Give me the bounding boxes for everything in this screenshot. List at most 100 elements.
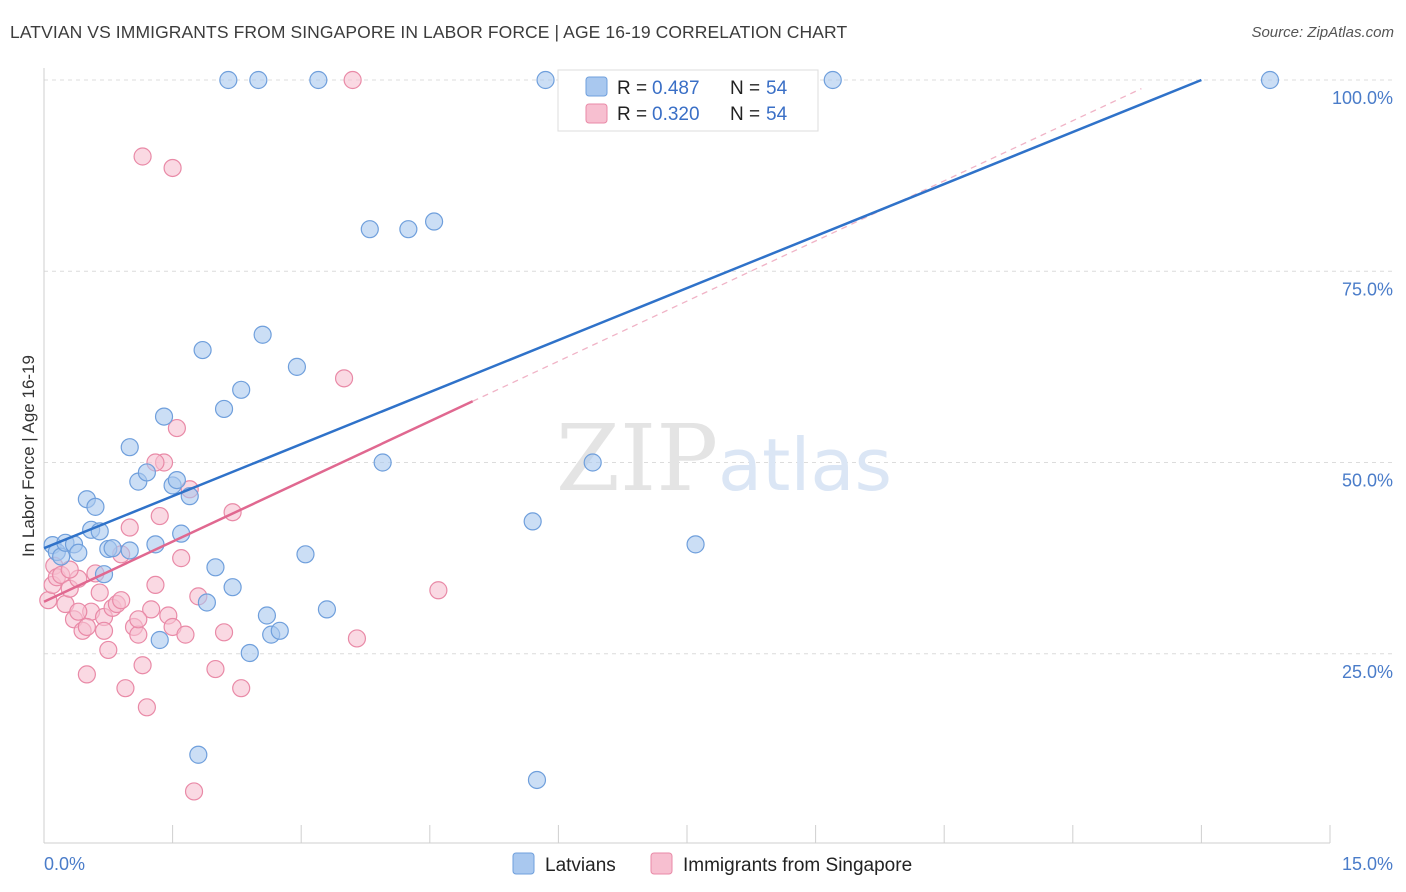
bottom-legend-swatch-latvians (512, 852, 535, 875)
data-point (60, 560, 79, 579)
trend-singapore-extension (472, 88, 1142, 402)
data-point (103, 539, 122, 558)
data-point (94, 621, 114, 640)
gridlines (44, 79, 1393, 655)
data-point (163, 158, 182, 178)
data-point (223, 578, 242, 597)
data-point (172, 549, 191, 568)
y-tick-labels: 25.0% 50.0% 75.0% 100.0% (1332, 88, 1393, 682)
data-point (167, 418, 186, 438)
data-point (193, 340, 212, 360)
trend-lines (43, 78, 1202, 603)
data-point (184, 782, 204, 801)
data-point (287, 357, 307, 376)
data-point (77, 617, 96, 637)
data-point (137, 463, 156, 482)
trend-latvians (43, 78, 1202, 550)
watermark: ZIP atlas (556, 405, 892, 512)
data-point (240, 643, 259, 663)
data-point (823, 70, 842, 90)
series-legend: Latvians Immigrants from Singapore (512, 852, 912, 876)
data-point (343, 70, 362, 90)
data-point (429, 581, 448, 600)
chart-title: LATVIAN VS IMMIGRANTS FROM SINGAPORE IN … (10, 22, 848, 42)
x-tick-max: 15.0% (1342, 854, 1393, 874)
data-point (197, 593, 216, 612)
data-point (69, 602, 88, 621)
data-point (686, 535, 705, 554)
data-point (270, 621, 289, 640)
data-point (129, 625, 148, 644)
data-point (206, 558, 225, 577)
data-point (150, 630, 169, 650)
data-point (146, 575, 165, 595)
legend-r-label-2: R = (617, 104, 647, 125)
y-tick-label: 50.0% (1342, 471, 1393, 491)
data-point (133, 656, 152, 675)
data-point (232, 679, 251, 698)
legend-n-value-1: 54 (766, 78, 788, 99)
axes (43, 68, 1331, 844)
data-point (360, 220, 379, 239)
watermark-atlas: atlas (718, 423, 892, 507)
legend-r-value-1: 0.487 (652, 78, 700, 99)
data-point (214, 399, 234, 419)
x-tick-min: 0.0% (44, 854, 85, 874)
data-point (424, 212, 444, 231)
data-point (399, 220, 418, 239)
legend-r-value-2: 0.320 (652, 104, 700, 125)
stats-legend: R = 0.487 N = 54 R = 0.320 N = 54 (557, 69, 819, 132)
data-point (523, 512, 542, 531)
data-point (154, 407, 174, 426)
data-point (334, 369, 354, 388)
legend-n-label-1: N = (730, 78, 760, 99)
watermark-zip: ZIP (556, 405, 718, 512)
data-point (150, 506, 169, 526)
data-point (120, 518, 139, 537)
data-point (257, 606, 277, 625)
data-point (214, 623, 234, 642)
series-singapore-points (39, 70, 448, 801)
y-tick-label: 100.0% (1332, 88, 1393, 108)
data-point (206, 659, 225, 679)
data-point (296, 545, 315, 564)
data-point (133, 147, 152, 166)
data-point (69, 543, 88, 562)
data-point (232, 380, 251, 399)
trend-singapore (43, 400, 474, 603)
legend-n-label-2: N = (730, 104, 760, 125)
legend-swatch-latvians (585, 76, 608, 97)
data-point (129, 610, 148, 629)
data-point (1260, 70, 1280, 90)
data-point (317, 600, 337, 619)
data-point (373, 453, 392, 472)
data-point (77, 665, 96, 684)
bottom-legend-swatch-singapore (650, 852, 673, 875)
data-point (112, 591, 131, 610)
y-tick-label: 25.0% (1342, 662, 1393, 682)
data-point (90, 583, 109, 602)
bottom-legend-singapore: Immigrants from Singapore (683, 855, 912, 876)
bottom-legend-latvians: Latvians (545, 855, 616, 876)
data-point (142, 600, 161, 619)
data-point (527, 770, 547, 790)
data-point (116, 679, 135, 698)
data-point (120, 541, 139, 560)
y-tick-label: 75.0% (1342, 279, 1393, 299)
data-point (583, 453, 602, 472)
data-point (249, 70, 268, 90)
data-point (86, 497, 105, 516)
data-point (176, 625, 195, 644)
legend-swatch-singapore (585, 103, 608, 124)
data-point (219, 70, 238, 90)
data-point (309, 70, 328, 90)
data-point (347, 629, 367, 648)
data-point (99, 640, 118, 660)
legend-r-label-1: R = (617, 78, 647, 99)
data-point (120, 438, 139, 457)
data-point (167, 470, 186, 490)
legend-n-value-2: 54 (766, 104, 788, 125)
data-point (536, 70, 555, 90)
chart-source: Source: ZipAtlas.com (1251, 24, 1394, 41)
